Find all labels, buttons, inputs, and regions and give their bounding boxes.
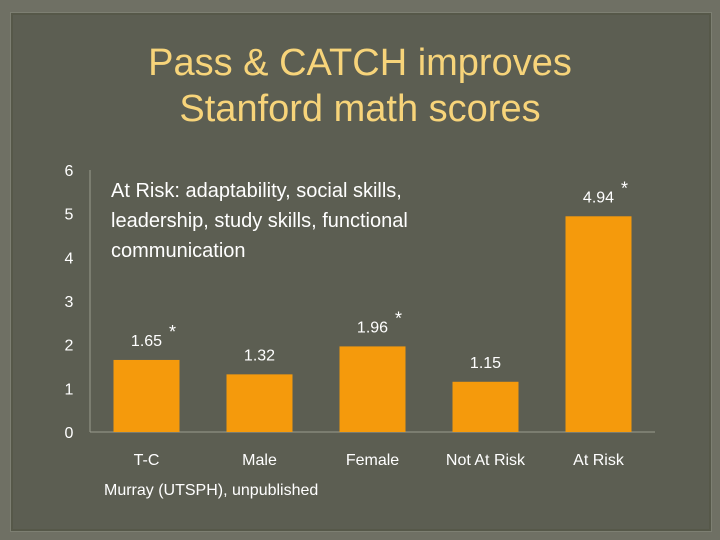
y-tick-label: 6 xyxy=(65,163,74,180)
title-line-1: Pass & CATCH improves xyxy=(148,42,572,84)
y-tick-label: 5 xyxy=(65,207,74,224)
bar xyxy=(452,381,519,432)
x-tick-label: T-C xyxy=(134,452,160,469)
bar-value-label: 1.32 xyxy=(244,347,275,364)
y-tick-label: 3 xyxy=(65,294,74,311)
bar xyxy=(339,346,406,432)
significance-marker: * xyxy=(621,178,628,198)
x-tick-label: Male xyxy=(242,452,277,469)
y-tick-label: 1 xyxy=(65,381,74,398)
x-tick-label: Female xyxy=(346,452,399,469)
slide-title: Pass & CATCH improves Stanford math scor… xyxy=(0,40,720,132)
title-line-2: Stanford math scores xyxy=(179,88,541,130)
significance-marker: * xyxy=(169,322,176,342)
at-risk-note: At Risk: adaptability, social skills, le… xyxy=(111,180,408,262)
bar-value-label: 4.94 xyxy=(583,189,614,206)
y-tick-label: 2 xyxy=(65,338,74,355)
source-note: Murray (UTSPH), unpublished xyxy=(104,482,319,499)
significance-marker: * xyxy=(395,308,402,328)
bar xyxy=(226,374,293,432)
y-tick-label: 0 xyxy=(65,425,74,442)
bar-value-label: 1.15 xyxy=(470,355,501,372)
y-tick-label: 4 xyxy=(65,250,74,267)
bar xyxy=(565,216,632,432)
bar xyxy=(113,359,180,432)
bar-value-label: 1.96 xyxy=(357,319,388,336)
x-tick-label: Not At Risk xyxy=(446,452,526,469)
bar-value-label: 1.65 xyxy=(131,333,162,350)
x-tick-label: At Risk xyxy=(573,452,625,469)
